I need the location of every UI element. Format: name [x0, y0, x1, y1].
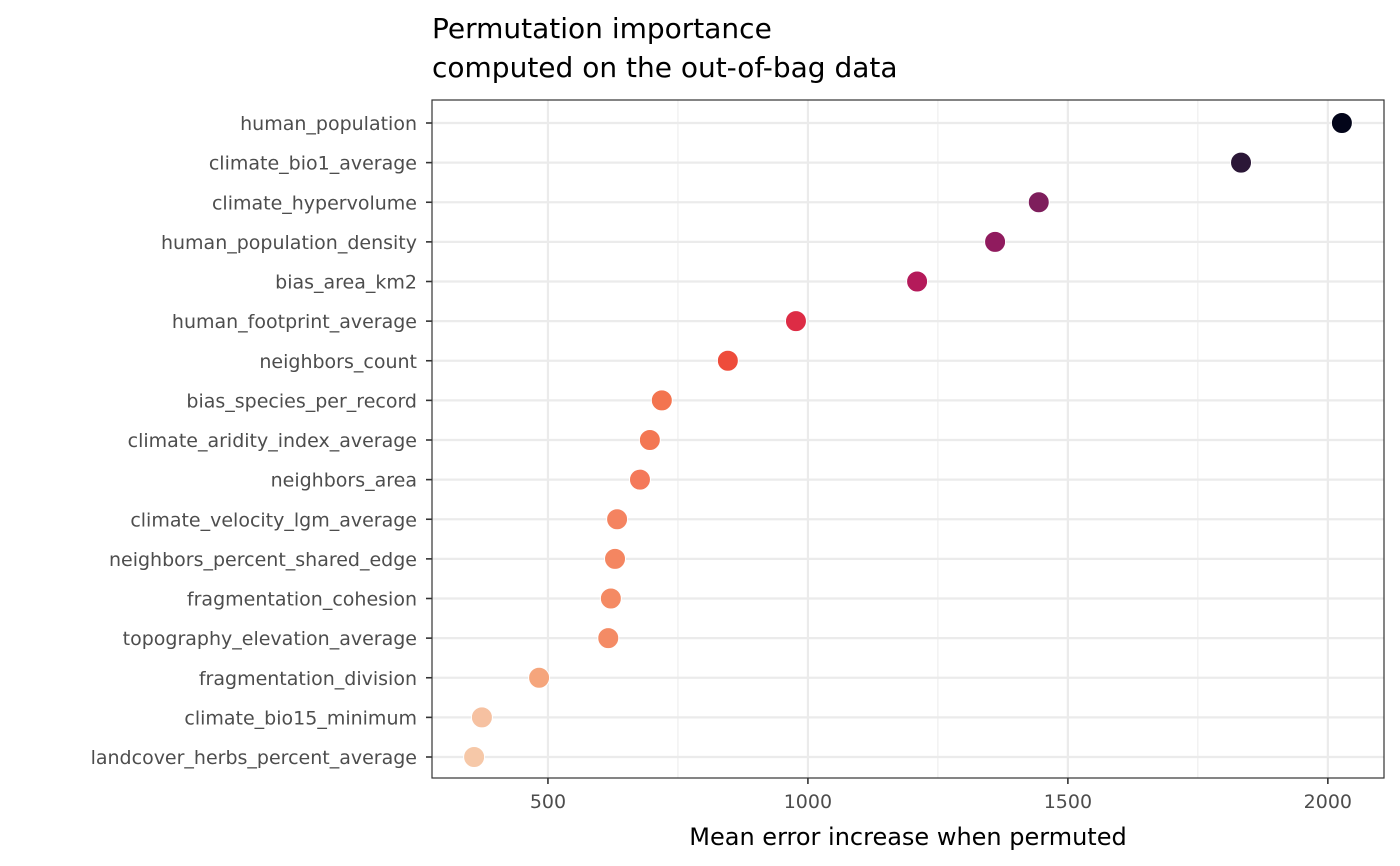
data-point-human_population: [1330, 112, 1353, 134]
y-tick-label: landcover_herbs_percent_average: [91, 747, 417, 769]
data-point-neighbors_area: [628, 468, 651, 491]
x-axis-title: Mean error increase when permuted: [689, 823, 1126, 851]
data-point-neighbors_count: [716, 349, 739, 372]
y-tick-label: climate_aridity_index_average: [128, 430, 417, 452]
y-tick-label: neighbors_percent_shared_edge: [109, 549, 417, 571]
y-tick-label: fragmentation_division: [199, 668, 417, 690]
chart-subtitle: computed on the out-of-bag data: [432, 51, 898, 84]
chart-title: Permutation importance: [432, 12, 772, 45]
y-tick-label: climate_bio15_minimum: [184, 707, 417, 729]
y-tick-label: human_population_density: [161, 232, 417, 254]
data-point-fragmentation_cohesion: [599, 587, 622, 610]
major-gridlines: [432, 100, 1384, 778]
y-tick-label: human_footprint_average: [172, 311, 417, 333]
data-points: [463, 112, 1353, 768]
y-tick-label: fragmentation_cohesion: [187, 589, 417, 611]
x-axis: 500 1000 1500 2000: [530, 778, 1352, 813]
y-tick-label: climate_bio1_average: [209, 153, 417, 175]
x-tick-label: 2000: [1304, 791, 1352, 813]
data-point-bias_species_per_record: [650, 389, 673, 412]
data-point-climate_bio1_average: [1230, 151, 1253, 174]
data-point-human_population_density: [984, 230, 1007, 253]
y-tick-label: climate_velocity_lgm_average: [130, 509, 417, 531]
y-axis: human_population climate_bio1_averageclim…: [91, 113, 432, 769]
data-point-neighbors_percent_shared_edge: [604, 547, 627, 570]
x-tick-label: 500: [530, 791, 566, 813]
data-point-landcover_herbs_percent_average: [463, 746, 486, 768]
y-tick-label: bias_area_km2: [275, 272, 417, 294]
data-point-climate_bio15_minimum: [470, 706, 493, 729]
y-tick-label: neighbors_count: [259, 351, 417, 373]
data-point-climate_hypervolume: [1027, 191, 1050, 214]
data-point-bias_area_km2: [906, 270, 929, 293]
data-point-topography_elevation_average: [597, 627, 620, 650]
data-point-climate_aridity_index_average: [638, 429, 661, 451]
x-tick-label: 1500: [1044, 791, 1092, 813]
y-tick-label: neighbors_area: [271, 470, 417, 492]
data-point-fragmentation_division: [528, 666, 551, 689]
x-tick-label: 1000: [784, 791, 832, 813]
panel-border: [431, 99, 1385, 779]
y-tick-label: human_population: [240, 113, 417, 135]
data-point-climate_velocity_lgm_average: [606, 508, 629, 531]
data-point-human_footprint_average: [784, 310, 807, 333]
y-tick-label: climate_hypervolume: [212, 192, 417, 214]
y-tick-label: bias_species_per_record: [186, 390, 417, 412]
y-tick-label: topography_elevation_average: [123, 628, 417, 650]
